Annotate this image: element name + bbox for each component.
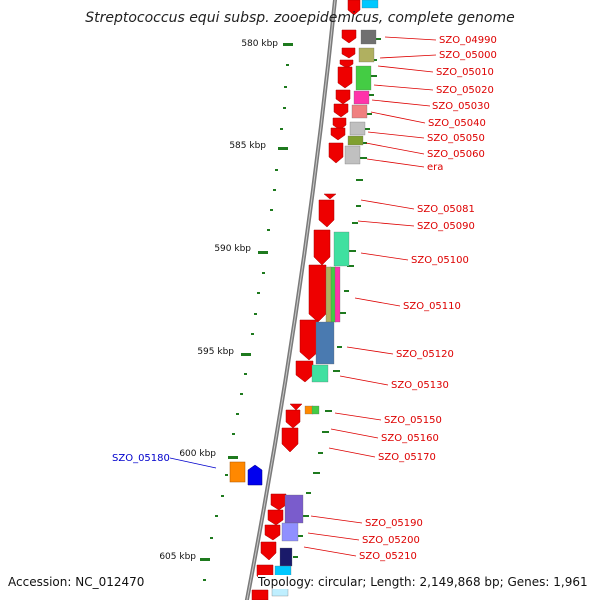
gene-label-szo-05150[interactable]: SZO_05150 [384, 415, 442, 426]
gene-label-szo-05050[interactable]: SZO_05050 [427, 133, 485, 144]
gene-label-szo-05120[interactable]: SZO_05120 [396, 349, 454, 360]
kbp-label-600: 600 kbp [179, 449, 216, 459]
gene-label-szo-05010[interactable]: SZO_05010 [436, 67, 494, 78]
gene-label-szo-05020[interactable]: SZO_05020 [436, 85, 494, 96]
gene-label-szo-04990[interactable]: SZO_04990 [439, 35, 497, 46]
gene-label-szo-05160[interactable]: SZO_05160 [381, 433, 439, 444]
gene-label-szo-05190[interactable]: SZO_05190 [365, 518, 423, 529]
kbp-label-590: 590 kbp [214, 244, 251, 254]
gene-label-szo-05060[interactable]: SZO_05060 [427, 149, 485, 160]
gene-label-szo-05170[interactable]: SZO_05170 [378, 452, 436, 463]
gene-label-szo-05110[interactable]: SZO_05110 [403, 301, 461, 312]
reverse-strand-genes [229, 461, 263, 486]
gene-label-szo-05210[interactable]: SZO_05210 [359, 551, 417, 562]
kbp-scale: 580 kbp 585 kbp 590 kbp 595 kbp 600 kbp … [159, 39, 278, 562]
gene-label-szo-05000[interactable]: SZO_05000 [439, 50, 497, 61]
gene-label-szo-05040[interactable]: SZO_05040 [428, 118, 486, 129]
gene-label-szo-05200[interactable]: SZO_05200 [362, 535, 420, 546]
kbp-label-580: 580 kbp [241, 39, 278, 49]
gene-label-szo-05130[interactable]: SZO_05130 [391, 380, 449, 391]
gene-label-szo-05081[interactable]: SZO_05081 [417, 204, 475, 215]
accession-text: Accession: NC_012470 [8, 575, 145, 589]
kbp-label-605: 605 kbp [159, 552, 196, 562]
gene-label-szo-05030[interactable]: SZO_05030 [432, 101, 490, 112]
kbp-label-595: 595 kbp [197, 347, 234, 357]
tick-marks [200, 38, 381, 581]
genome-title: Streptococcus equi subsp. zooepidemicus,… [85, 10, 515, 26]
label-leader-szo-05180 [169, 457, 217, 469]
forward-strand-genes [251, 0, 361, 600]
gene-labels: SZO_04990 SZO_05000 SZO_05010 SZO_05020 … [112, 35, 497, 562]
genome-summary-text: Topology: circular; Length: 2,149,868 bp… [258, 575, 588, 589]
kbp-label-585: 585 kbp [229, 141, 266, 151]
gene-label-szo-05180[interactable]: SZO_05180 [112, 453, 170, 464]
gene-label-szo-05100[interactable]: SZO_05100 [411, 255, 469, 266]
gene-label-szo-05090[interactable]: SZO_05090 [417, 221, 475, 232]
gene-label-era[interactable]: era [427, 162, 443, 173]
label-leaders [303, 36, 437, 557]
